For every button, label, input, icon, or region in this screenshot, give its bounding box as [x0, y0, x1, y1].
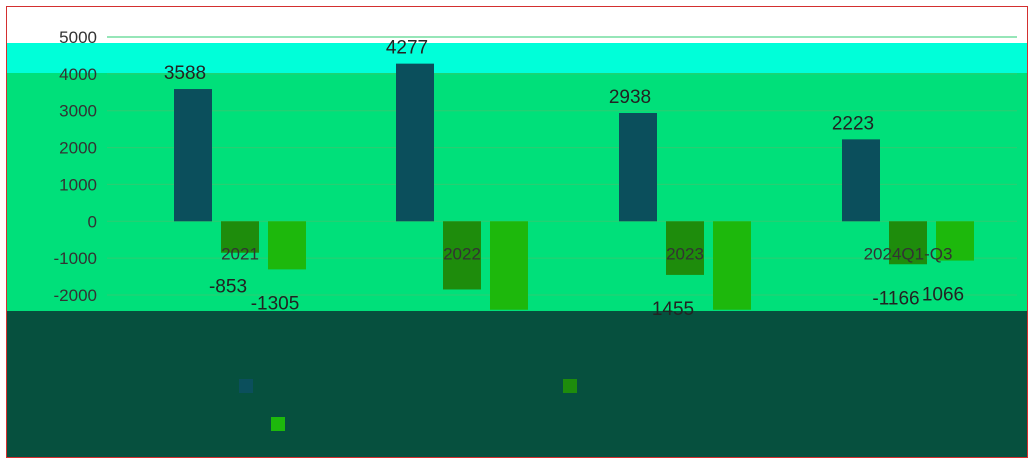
- bar-s2-2024Q1-Q3: [889, 221, 927, 265]
- cyan-band: [7, 43, 1027, 73]
- legend: [239, 379, 577, 431]
- category-label: 2023: [666, 244, 704, 263]
- y-axis-ticks: 5000 4000 3000 2000 1000 0 -1000 -2000: [54, 28, 97, 305]
- category-label: 2024Q1-Q3: [864, 244, 953, 263]
- y-tick-label: 4000: [59, 65, 97, 84]
- y-tick-label: 2000: [59, 139, 97, 158]
- data-label: 4277: [386, 38, 428, 59]
- legend-swatch-s3: [271, 417, 285, 431]
- legend-swatch-s1: [239, 379, 253, 393]
- y-tick-label: -1000: [54, 249, 97, 268]
- bar-s2-2022: [443, 221, 481, 290]
- y-tick-label: 0: [88, 212, 97, 231]
- data-label: -1305: [251, 293, 300, 314]
- bar-s1-2022: [396, 63, 434, 222]
- data-label: -1166: [872, 288, 919, 309]
- category-label: 2021: [221, 244, 259, 263]
- bar-s2-2021: [221, 221, 259, 253]
- legend-swatch-s2: [563, 379, 577, 393]
- y-tick-label: -2000: [54, 286, 97, 305]
- data-label: 2938: [609, 87, 651, 108]
- y-tick-label: 5000: [59, 28, 97, 47]
- category-label: 2022: [443, 244, 481, 263]
- y-tick-label: 3000: [59, 102, 97, 121]
- category-labels: 2021 2022 2023 2024Q1-Q3: [221, 244, 952, 263]
- bar-s1-2023: [619, 112, 657, 222]
- bar-s1-2024Q1-Q3: [842, 139, 880, 222]
- bar-s2-2023: [666, 221, 704, 275]
- data-labels: 3588 4277 2938 2223 -853 1455 -1166 -1305 1066: [164, 38, 964, 320]
- chart-frame: 5000 4000 3000 2000 1000 0 -1000 -2000 2021 2022…: [6, 6, 1028, 458]
- bar-s3-2024Q1-Q3: [936, 221, 974, 261]
- bar-s3-2023: [713, 221, 751, 310]
- data-label: 1455: [652, 299, 694, 320]
- y-tick-label: 1000: [59, 175, 97, 194]
- dark-band: [7, 311, 1027, 457]
- data-label: -853: [209, 277, 247, 298]
- bars: [174, 63, 974, 310]
- bar-s1-2021: [174, 89, 212, 222]
- data-label: 1066: [922, 285, 964, 306]
- data-label: 2223: [832, 113, 874, 134]
- data-label: 3588: [164, 63, 206, 84]
- bar-chart: 5000 4000 3000 2000 1000 0 -1000 -2000 2021 2022…: [7, 28, 1027, 457]
- bar-s3-2022: [490, 221, 528, 310]
- bar-s3-2021: [268, 221, 306, 270]
